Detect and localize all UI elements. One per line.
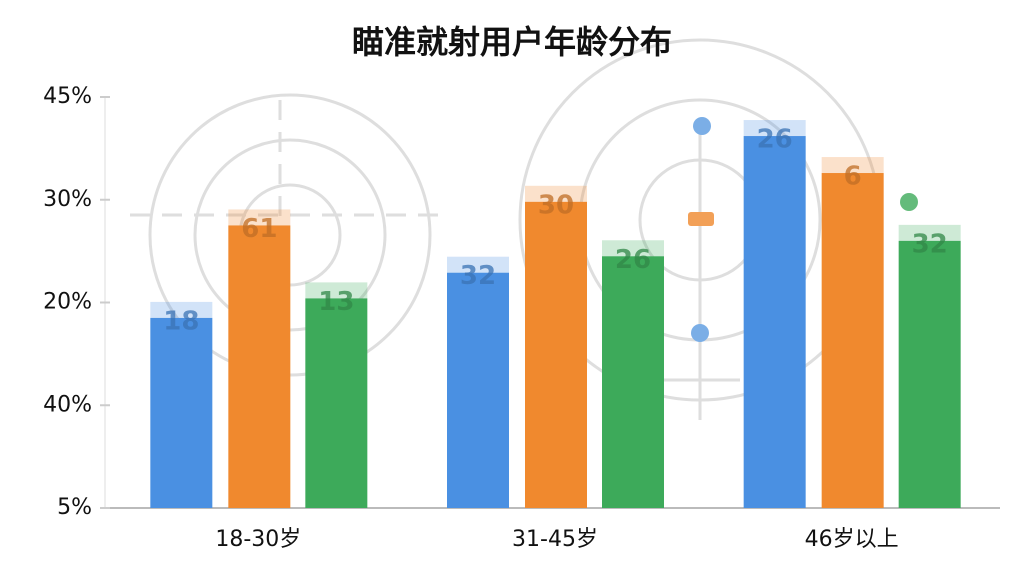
bar bbox=[150, 317, 213, 508]
y-tick-label: 40% bbox=[43, 392, 92, 417]
data-label: 26 bbox=[757, 125, 793, 155]
x-tick-label: 46岁以上 bbox=[805, 527, 899, 552]
bar-cap bbox=[447, 256, 509, 273]
data-label: 18 bbox=[163, 306, 199, 336]
data-label: 30 bbox=[538, 190, 574, 220]
y-tick-label: 20% bbox=[43, 290, 92, 315]
y-tick-label: 5% bbox=[57, 495, 92, 520]
y-tick-label: 45% bbox=[43, 84, 92, 109]
y-tick-label: 30% bbox=[43, 187, 92, 212]
bar bbox=[447, 272, 509, 508]
bar-cap bbox=[150, 301, 213, 318]
bar-cap bbox=[821, 157, 884, 174]
bar-cap bbox=[228, 209, 291, 226]
data-label: 13 bbox=[318, 287, 354, 317]
bar-cap bbox=[743, 120, 806, 137]
bar bbox=[821, 173, 884, 508]
bar-cap bbox=[898, 224, 961, 241]
bar bbox=[743, 136, 806, 509]
data-label: 61 bbox=[241, 214, 277, 244]
bar-cap bbox=[525, 185, 587, 202]
data-label: 32 bbox=[460, 261, 496, 291]
x-tick-label: 18-30岁 bbox=[215, 527, 301, 552]
chart-title: 瞄准就射用户年龄分布 bbox=[352, 23, 672, 61]
bar bbox=[305, 298, 368, 508]
bar-cap bbox=[602, 240, 664, 257]
bar-cap bbox=[305, 282, 368, 299]
data-label: 32 bbox=[912, 229, 948, 259]
bar bbox=[898, 240, 961, 508]
data-label: 26 bbox=[615, 245, 651, 275]
bar bbox=[228, 225, 291, 508]
x-tick-label: 31-45岁 bbox=[512, 527, 598, 552]
data-label: 6 bbox=[844, 162, 862, 192]
bar bbox=[525, 201, 587, 508]
bar bbox=[602, 256, 664, 508]
